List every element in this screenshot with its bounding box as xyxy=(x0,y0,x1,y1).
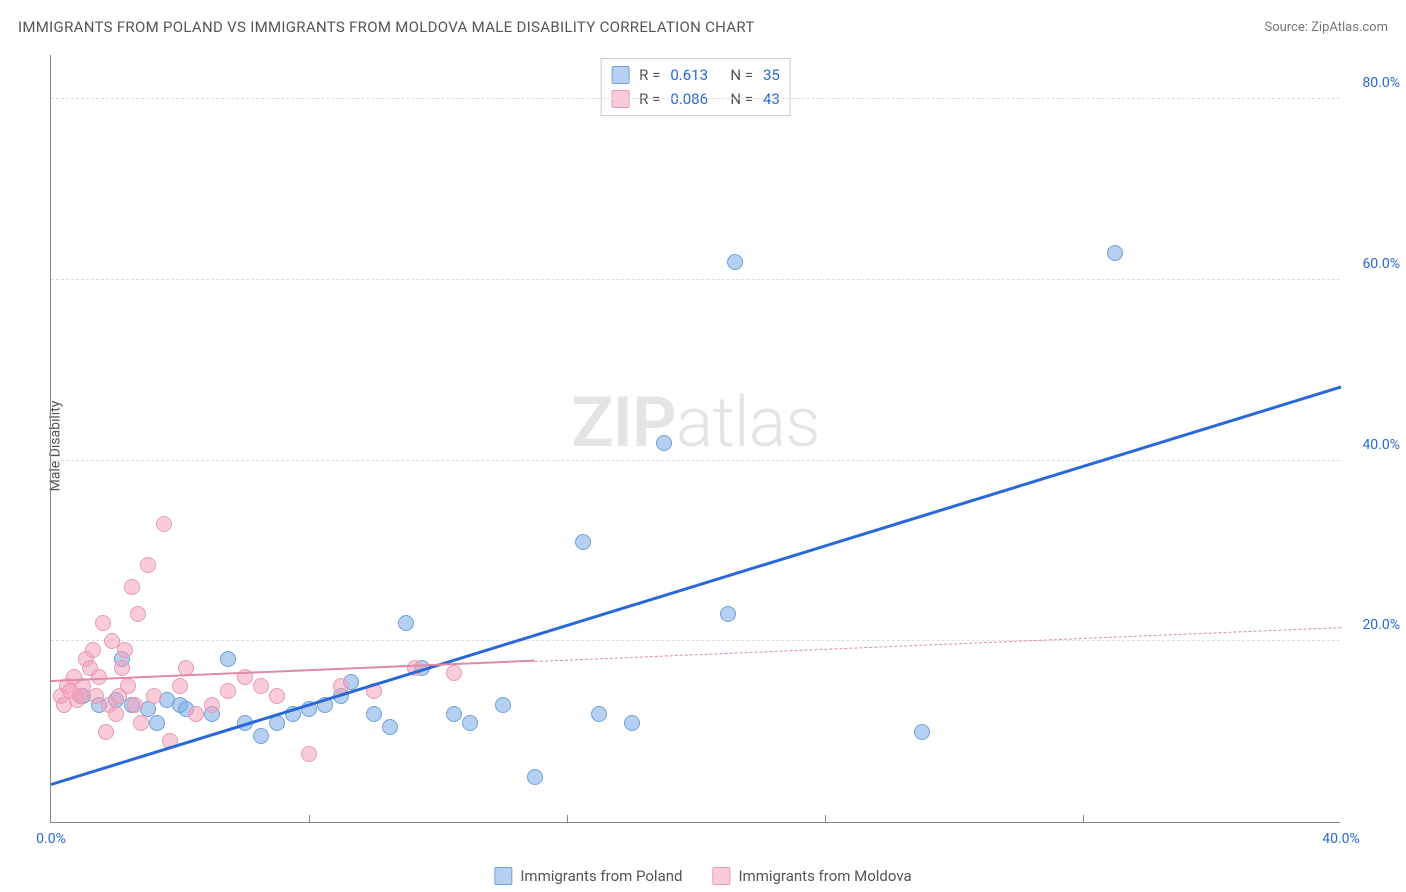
regression-line xyxy=(51,385,1342,785)
correlation-legend: R =0.613N =35R =0.086N =43 xyxy=(600,58,791,116)
y-tick-label: 40.0% xyxy=(1362,437,1400,453)
data-point xyxy=(624,715,640,731)
x-minor-tick xyxy=(1083,815,1084,823)
data-point xyxy=(130,606,146,622)
gridline xyxy=(51,460,1340,461)
data-point xyxy=(253,678,269,694)
data-point xyxy=(720,606,736,622)
legend-swatch xyxy=(712,867,730,885)
data-point xyxy=(446,706,462,722)
data-point xyxy=(220,651,236,667)
data-point xyxy=(146,688,162,704)
chart-title: IMMIGRANTS FROM POLAND VS IMMIGRANTS FRO… xyxy=(18,18,755,36)
watermark-atlas: atlas xyxy=(676,382,820,464)
source-attribution: Source: ZipAtlas.com xyxy=(1264,20,1388,35)
gridline xyxy=(51,279,1340,280)
watermark: ZIPatlas xyxy=(571,382,819,464)
data-point xyxy=(204,697,220,713)
data-point xyxy=(156,516,172,532)
gridline xyxy=(51,98,1340,99)
data-point xyxy=(495,697,511,713)
data-point xyxy=(398,615,414,631)
y-tick-label: 60.0% xyxy=(1362,256,1400,272)
data-point xyxy=(98,724,114,740)
x-tick-label: 40.0% xyxy=(1322,831,1360,847)
data-point xyxy=(124,579,140,595)
legend-item: Immigrants from Moldova xyxy=(712,867,911,885)
y-tick-label: 80.0% xyxy=(1362,75,1400,91)
data-point xyxy=(382,719,398,735)
data-point xyxy=(85,642,101,658)
x-minor-tick xyxy=(567,815,568,823)
data-point xyxy=(1107,245,1123,261)
data-point xyxy=(656,435,672,451)
legend-swatch xyxy=(611,66,629,84)
data-point xyxy=(120,678,136,694)
legend-n-value: 35 xyxy=(763,63,780,87)
legend-row: R = 0.613 N = 35 xyxy=(611,63,780,87)
legend-item: Immigrants from Poland xyxy=(494,867,682,885)
y-tick-label: 20.0% xyxy=(1362,617,1400,633)
data-point xyxy=(114,660,130,676)
data-point xyxy=(527,769,543,785)
data-point xyxy=(591,706,607,722)
gridline xyxy=(51,640,1340,641)
legend-r-label: R = xyxy=(639,63,660,87)
data-point xyxy=(269,688,285,704)
series-legend: Immigrants from Poland Immigrants from Mo… xyxy=(494,867,911,885)
legend-n-label: N = xyxy=(730,63,753,87)
data-point xyxy=(575,534,591,550)
data-point xyxy=(914,724,930,740)
x-minor-tick xyxy=(309,815,310,823)
data-point xyxy=(462,715,478,731)
data-point xyxy=(172,678,188,694)
data-point xyxy=(117,642,133,658)
data-point xyxy=(220,683,236,699)
data-point xyxy=(188,706,204,722)
plot-area: ZIPatlas R =0.613N =35R =0.086N =43 20.0… xyxy=(50,55,1340,823)
x-tick-label: 0.0% xyxy=(36,831,66,847)
legend-swatch xyxy=(494,867,512,885)
data-point xyxy=(149,715,165,731)
data-point xyxy=(133,715,149,731)
data-point xyxy=(301,746,317,762)
data-point xyxy=(727,254,743,270)
data-point xyxy=(140,557,156,573)
data-point xyxy=(127,697,143,713)
data-point xyxy=(366,706,382,722)
data-point xyxy=(446,665,462,681)
data-point xyxy=(253,728,269,744)
regression-line xyxy=(535,627,1341,662)
x-minor-tick xyxy=(825,815,826,823)
legend-label: Immigrants from Moldova xyxy=(738,867,911,885)
legend-r-value: 0.613 xyxy=(670,63,720,87)
data-point xyxy=(95,615,111,631)
data-point xyxy=(108,706,124,722)
legend-label: Immigrants from Poland xyxy=(520,867,682,885)
watermark-zip: ZIP xyxy=(571,382,675,464)
